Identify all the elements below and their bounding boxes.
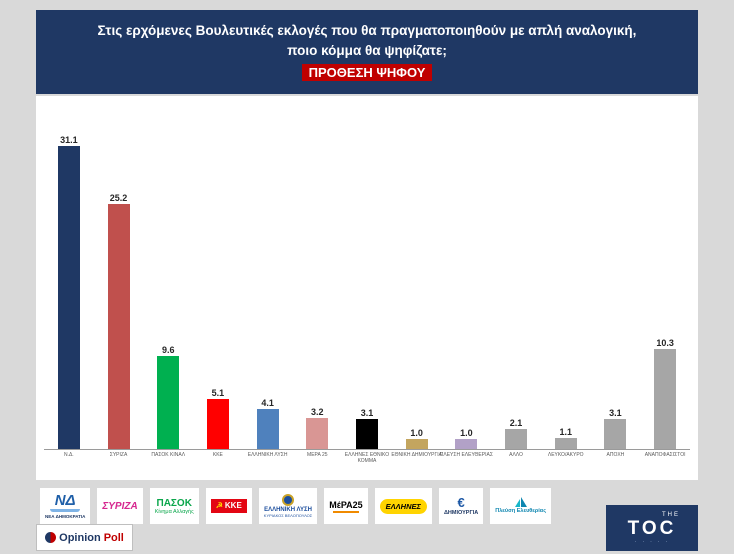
logo-plefsi-eleftherias: Πλεύση Ελευθερίας [490, 488, 552, 524]
bar-value-label: 1.1 [559, 427, 572, 438]
elliniki-lysi-emblem-icon [282, 493, 295, 506]
logo-mera25: ΜέΡΑ25 [324, 488, 368, 524]
bar-chart-panel: 31.1 Ν.Δ. 25.2 ΣΥΡΙΖΑ 9.6 ΠΑΣΟΚ ΚΙΝΑΛ 5.1 ΚΚΕ 4.… [36, 96, 698, 480]
sails-icon [514, 497, 527, 508]
pasok-wordmark: ΠΑΣΟΚ [156, 497, 192, 509]
bar-column-4: 5.1 ΚΚΕ [193, 128, 243, 458]
bar-6 [306, 417, 329, 449]
category-label: ΑΝΑΠΟΦΑΣΙΣΤΟΙ [644, 452, 686, 458]
bar-value-label: 3.1 [360, 407, 374, 418]
bar-8 [405, 439, 428, 449]
bar-value-label: 4.1 [261, 398, 274, 409]
opinion-poll-logo: Opinion Poll [36, 524, 133, 551]
dimiourgia-wordmark: ΔΗΜΙΟΥΡΓΙΑ [443, 510, 479, 516]
toc-dots-decoration: · · · · · [634, 538, 670, 545]
mera25-wordmark: ΜέΡΑ25 [329, 499, 363, 510]
category-label: ΜΕΡΑ 25 [307, 452, 328, 458]
bar-3 [157, 355, 180, 449]
kke-wordmark: ΚΚΕ [224, 501, 242, 510]
bar-column-13: 10.3 ΑΝΑΠΟΦΑΣΙΣΤΟΙ [640, 128, 690, 458]
pasok-subtitle: Κίνημα Αλλαγής [154, 508, 194, 515]
hammer-sickle-icon: ☭ [215, 501, 223, 510]
bar-column-3: 9.6 ΠΑΣΟΚ ΚΙΝΑΛ [143, 128, 193, 458]
category-label: ΣΥΡΙΖΑ [109, 452, 128, 458]
syriza-wordmark: ΣΥΡΙΖΑ [102, 500, 138, 512]
bar-column-5: 4.1 ΕΛΛΗΝΙΚΗ ΛΥΣΗ [243, 128, 293, 458]
bar-10 [505, 428, 528, 449]
logo-pasok: ΠΑΣΟΚ Κίνημα Αλλαγής [149, 488, 199, 524]
ellines-wordmark: ΕΛΛΗΝΕΣ [379, 498, 427, 514]
opinion-poll-wordmark-1: Opinion [59, 531, 101, 544]
toc-wordmark: TOC [627, 517, 677, 539]
logo-nea-dimokratia: ΝΔ ΝΕΑ ΔΗΜΟΚΡΑΤΙΑ [40, 488, 91, 524]
bar-column-12: 3.1 ΑΠΟΧΗ [591, 128, 641, 458]
category-label: ΕΛΛΗΝΕΣ ΕΘΝΙΚΟ ΚΟΜΜΑ [344, 452, 390, 464]
bar-9 [455, 439, 478, 449]
category-label: ΕΛΛΗΝΙΚΗ ΛΥΣΗ [247, 452, 288, 458]
logo-kke: ☭ ΚΚΕ [205, 488, 252, 524]
toc-the-label: THE [662, 511, 680, 518]
bar-4 [206, 399, 229, 449]
bar-2 [107, 203, 130, 449]
bar-value-label: 31.1 [60, 135, 78, 146]
question-line-1: Στις ερχόμενες Βουλευτικές εκλογές που θ… [97, 22, 637, 38]
bar-13 [654, 348, 677, 449]
bar-column-1: 31.1 Ν.Δ. [44, 128, 94, 458]
mera25-accent-bar [332, 510, 359, 513]
bar-12 [604, 418, 627, 449]
category-label: ΚΚΕ [212, 452, 223, 458]
logo-elliniki-lysi: ΕΛΛΗΝΙΚΗ ΛΥΣΗ ΚΥΡΙΑΚΟΣ ΒΕΛΟΠΟΥΛΟΣ [258, 488, 318, 524]
category-label: ΑΠΟΧΗ [606, 452, 625, 458]
question-line-2: ποιο κόμμα θα ψηφίζατε; [287, 42, 447, 58]
plot-area: 31.1 Ν.Δ. 25.2 ΣΥΡΙΖΑ 9.6 ΠΑΣΟΚ ΚΙΝΑΛ 5.1 ΚΚΕ 4.… [44, 128, 690, 464]
bar-value-label: 9.6 [161, 344, 175, 355]
bar-value-label: 1.0 [460, 428, 473, 439]
bar-value-label: 5.1 [211, 388, 225, 399]
category-label: ΛΕΥΚΟ/ΑΚΥΡΟ [547, 452, 584, 458]
chart-title-badge: ΠΡΟΘΕΣΗ ΨΗΦΟΥ [301, 64, 433, 82]
bar-column-9: 1.0 ΠΛΕΥΣΗ ΕΛΕΥΘΕΡΙΑΣ [440, 128, 493, 458]
plefsi-wordmark: Πλεύση Ελευθερίας [495, 508, 547, 515]
bar-column-2: 25.2 ΣΥΡΙΖΑ [94, 128, 144, 458]
nd-wordmark: ΝΔ [54, 492, 76, 509]
opinion-poll-wordmark-2: Poll [103, 531, 124, 544]
category-label: ΑΛΛΟ [509, 452, 523, 458]
logo-ellines: ΕΛΛΗΝΕΣ [374, 488, 432, 524]
bar-7 [355, 418, 378, 449]
bar-column-8: 1.0 ΕΘΝΙΚΗ ΔΗΜΙΟΥΡΓΙΑ [391, 128, 442, 458]
elliniki-lysi-subtitle: ΚΥΡΙΑΚΟΣ ΒΕΛΟΠΟΥΛΟΣ [263, 513, 313, 519]
bar-value-label: 25.2 [109, 192, 128, 203]
bar-value-label: 10.3 [656, 337, 674, 348]
euro-icon: € [457, 495, 465, 510]
category-label: ΠΑΣΟΚ ΚΙΝΑΛ [151, 452, 186, 458]
elliniki-lysi-wordmark: ΕΛΛΗΝΙΚΗ ΛΥΣΗ [264, 506, 312, 513]
category-label: ΠΛΕΥΣΗ ΕΛΕΥΘΕΡΙΑΣ [439, 452, 493, 458]
bar-column-6: 3.2 ΜΕΡΑ 25 [292, 128, 342, 458]
bar-1 [57, 146, 80, 449]
bar-column-7: 3.1 ΕΛΛΗΝΕΣ ΕΘΝΙΚΟ ΚΟΜΜΑ [342, 128, 392, 464]
bar-11 [554, 438, 577, 449]
question-header: Στις ερχόμενες Βουλευτικές εκλογές που θ… [36, 10, 698, 94]
kke-flag-icon: ☭ ΚΚΕ [210, 499, 247, 513]
bar-column-11: 1.1 ΛΕΥΚΟ/ΑΚΥΡΟ [541, 128, 591, 458]
nd-subtitle: ΝΕΑ ΔΗΜΟΚΡΑΤΙΑ [45, 514, 86, 519]
logo-syriza: ΣΥΡΙΖΑ [97, 488, 143, 524]
category-label: Ν.Δ. [63, 452, 74, 458]
bar-value-label: 2.1 [509, 417, 523, 428]
category-label: ΕΘΝΙΚΗ ΔΗΜΙΟΥΡΓΙΑ [391, 452, 442, 458]
nd-swoosh-icon [50, 509, 81, 512]
bar-5 [256, 409, 279, 449]
opinion-poll-icon [45, 532, 57, 543]
bar-value-label: 3.2 [311, 406, 324, 417]
bar-value-label: 3.1 [609, 407, 622, 418]
bar-value-label: 1.0 [410, 428, 423, 439]
the-toc-logo: THE TOC · · · · · [606, 505, 698, 551]
logo-dimiourgia: € ΔΗΜΙΟΥΡΓΙΑ [438, 488, 484, 524]
bar-column-10: 2.1 ΑΛΛΟ [491, 128, 541, 458]
party-logos-row: ΝΔ ΝΕΑ ΔΗΜΟΚΡΑΤΙΑ ΣΥΡΙΖΑ ΠΑΣΟΚ Κίνημα Αλ… [40, 486, 552, 526]
